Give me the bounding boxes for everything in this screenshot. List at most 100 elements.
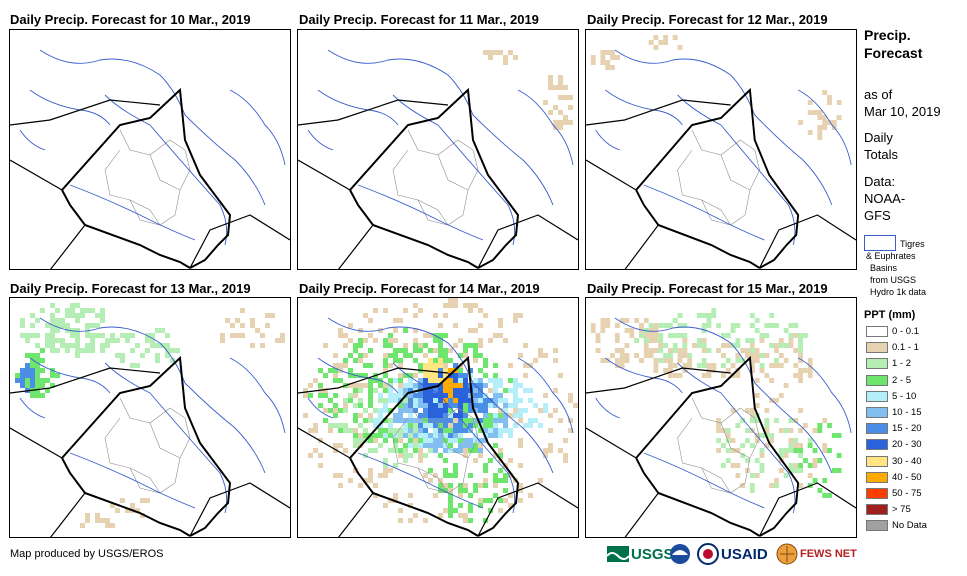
precip-cell	[619, 358, 625, 363]
precip-cell	[433, 378, 438, 383]
precip-cell	[798, 468, 803, 473]
precip-cell	[692, 343, 697, 348]
precip-cell	[677, 348, 683, 353]
precip-cell	[423, 343, 428, 348]
legend-label: 10 - 15	[892, 407, 922, 418]
precip-cell	[706, 313, 712, 318]
precip-cell	[250, 318, 255, 323]
precip-cell	[769, 363, 775, 368]
precip-cell	[328, 428, 333, 433]
precip-cell	[764, 443, 770, 448]
precip-cell	[443, 458, 448, 463]
precip-cell	[75, 318, 80, 323]
precip-cell	[463, 343, 468, 348]
precip-cell	[493, 413, 498, 418]
precip-cell	[313, 428, 318, 433]
precip-cell	[338, 473, 343, 478]
precip-cell	[378, 393, 383, 398]
precip-cell	[348, 398, 353, 403]
precip-cell	[735, 353, 741, 358]
precip-cell	[328, 398, 333, 403]
precip-cell	[388, 448, 393, 453]
precip-cell	[413, 383, 418, 388]
precip-cell	[725, 438, 731, 443]
precip-cell	[483, 498, 488, 503]
precip-cell	[493, 398, 498, 403]
precip-cell	[438, 408, 443, 413]
precip-cell	[388, 343, 393, 348]
precip-cell	[120, 333, 125, 338]
precip-cell	[413, 303, 418, 308]
precip-cell	[764, 418, 770, 423]
precip-cell	[568, 418, 573, 423]
precip-cell	[363, 383, 368, 388]
precip-cell	[20, 333, 25, 338]
precip-cell	[368, 348, 373, 353]
precip-cell	[403, 433, 408, 438]
daily-line1: Daily	[864, 130, 893, 145]
precip-cell	[798, 448, 803, 453]
precip-cell	[769, 343, 775, 348]
precip-cell	[658, 323, 664, 328]
precip-cell	[393, 493, 398, 498]
precip-cell	[473, 403, 478, 408]
precip-cell	[836, 115, 842, 120]
precip-cell	[458, 418, 463, 423]
precip-cell	[639, 328, 644, 333]
precip-cell	[100, 318, 105, 323]
precip-cell	[398, 383, 403, 388]
precip-cell	[463, 393, 468, 398]
precip-cell	[408, 518, 413, 523]
precip-cell	[754, 393, 760, 398]
precip-cell	[488, 55, 493, 60]
precip-cell	[725, 368, 731, 373]
precip-cell	[55, 308, 60, 313]
precip-cell	[687, 353, 693, 358]
precip-cell	[125, 338, 130, 343]
precip-cell	[40, 383, 45, 388]
precip-cell	[493, 453, 498, 458]
precip-cell	[553, 348, 558, 353]
precip-cell	[740, 418, 746, 423]
precip-cell	[658, 343, 664, 348]
precip-cell	[358, 383, 363, 388]
precip-cell	[682, 348, 688, 353]
precip-cell	[398, 373, 403, 378]
precip-cell	[333, 413, 338, 418]
precip-cell	[458, 408, 463, 413]
precip-cell	[433, 408, 438, 413]
precip-cell	[378, 428, 383, 433]
precip-cell	[353, 468, 358, 473]
precip-cell	[353, 443, 358, 448]
precip-cell	[303, 388, 308, 393]
precip-cell	[453, 398, 458, 403]
precip-cell	[368, 413, 373, 418]
precip-cell	[473, 353, 478, 358]
precip-cell	[423, 443, 428, 448]
precip-cell	[463, 398, 468, 403]
precip-cell	[463, 443, 468, 448]
precip-cell	[721, 443, 726, 448]
precip-cell	[15, 378, 20, 383]
precip-cell	[730, 328, 736, 333]
precip-cell	[443, 333, 448, 338]
precip-cell	[558, 373, 563, 378]
precip-cell	[488, 433, 493, 438]
data-source-text: Data: NOAA- GFS	[864, 173, 964, 224]
precip-cell	[735, 323, 741, 328]
precip-cell	[348, 353, 353, 358]
precip-cell	[513, 55, 518, 60]
precip-cell	[403, 418, 408, 423]
precip-cell	[90, 343, 95, 348]
precip-cell	[418, 453, 423, 458]
precip-cell	[403, 343, 408, 348]
legend-label: > 75	[892, 504, 911, 516]
precip-cell	[614, 323, 620, 328]
precip-cell	[348, 323, 353, 328]
precip-cell	[423, 418, 428, 423]
precip-cell	[433, 358, 438, 363]
precip-cell	[653, 323, 659, 328]
precip-cell	[458, 423, 463, 428]
precip-cell	[788, 323, 794, 328]
precip-cell	[463, 418, 468, 423]
